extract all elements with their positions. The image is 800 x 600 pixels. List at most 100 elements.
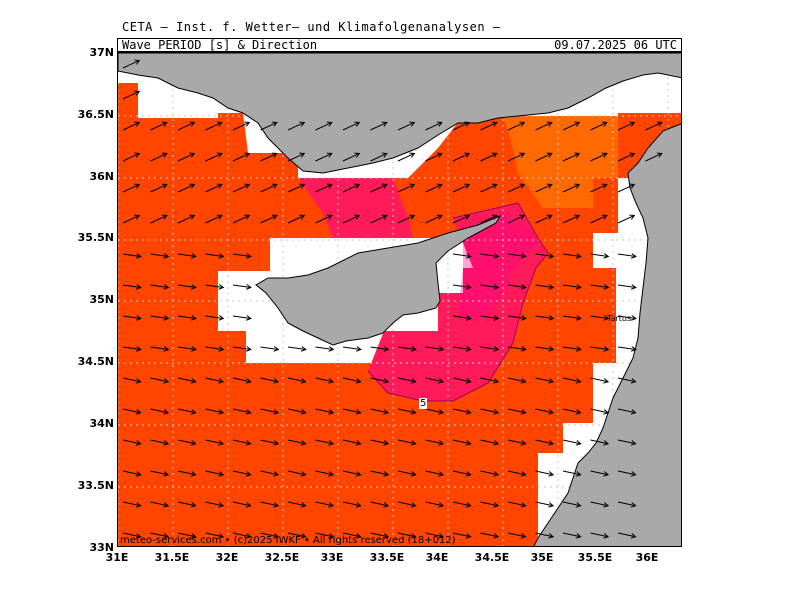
- direction-arrow: [150, 284, 170, 290]
- direction-arrow: [480, 152, 498, 162]
- direction-arrow: [397, 532, 417, 539]
- direction-arrow: [205, 408, 225, 415]
- direction-arrow: [370, 183, 388, 193]
- direction-arrow: [617, 501, 637, 508]
- direction-arrow: [177, 439, 197, 446]
- direction-arrow: [507, 532, 527, 539]
- direction-arrow: [150, 253, 170, 259]
- lon-label-31-5e: 31.5E: [154, 551, 190, 564]
- direction-arrow: [617, 439, 637, 446]
- direction-arrow: [287, 532, 307, 539]
- direction-arrow: [562, 377, 582, 384]
- direction-arrow: [507, 439, 527, 446]
- direction-arrow: [122, 377, 142, 384]
- direction-arrow: [535, 501, 555, 508]
- direction-arrow: [480, 532, 500, 539]
- direction-arrow: [617, 315, 637, 321]
- direction-arrow: [480, 253, 500, 259]
- direction-arrow: [177, 152, 196, 162]
- direction-arrow: [232, 377, 252, 384]
- direction-arrow: [562, 408, 582, 415]
- direction-arrow: [315, 408, 335, 415]
- direction-arrow: [205, 253, 225, 259]
- city-label-tartus: Tartus: [607, 314, 632, 323]
- lat-label-34n: 34N: [89, 417, 114, 430]
- direction-arrows: [122, 59, 663, 539]
- direction-arrow: [232, 501, 252, 508]
- direction-arrow: [370, 439, 390, 446]
- direction-arrow: [150, 315, 170, 321]
- direction-arrow: [232, 121, 251, 131]
- direction-arrow: [617, 152, 636, 162]
- lon-label-33e: 33E: [320, 551, 344, 564]
- direction-arrow: [232, 183, 251, 193]
- direction-arrow: [122, 470, 142, 477]
- direction-arrow: [150, 121, 168, 131]
- direction-arrow: [397, 121, 416, 131]
- period-field-pink-north: [298, 178, 413, 238]
- direction-arrow: [232, 315, 252, 321]
- direction-arrow: [617, 470, 637, 477]
- direction-arrow: [205, 470, 225, 477]
- direction-arrow: [535, 214, 553, 224]
- direction-arrow: [315, 470, 335, 477]
- map-frame[interactable]: [117, 52, 682, 547]
- direction-arrow: [425, 183, 443, 193]
- direction-arrow: [177, 284, 197, 290]
- direction-arrow: [425, 152, 443, 162]
- direction-arrow: [315, 152, 333, 162]
- direction-arrow: [507, 346, 527, 352]
- direction-arrow: [260, 501, 280, 508]
- direction-arrow: [177, 121, 196, 131]
- direction-arrow: [315, 346, 335, 352]
- direction-arrow: [232, 152, 251, 162]
- direction-arrow: [205, 315, 225, 321]
- lat-label-36n: 36N: [89, 170, 114, 183]
- direction-arrow: [452, 253, 472, 259]
- direction-arrow: [480, 470, 500, 477]
- direction-arrow: [562, 346, 582, 352]
- valid-time: 09.07.2025 06 UTC: [554, 38, 677, 52]
- direction-arrow: [315, 439, 335, 446]
- direction-arrow: [617, 284, 637, 290]
- direction-arrow: [590, 214, 608, 224]
- direction-arrow: [590, 439, 610, 446]
- direction-arrow: [177, 470, 197, 477]
- direction-arrow: [315, 377, 335, 384]
- direction-arrow: [562, 439, 582, 446]
- direction-arrow: [150, 152, 168, 162]
- direction-arrow: [397, 346, 417, 352]
- direction-arrow: [260, 152, 278, 162]
- direction-arrow: [150, 214, 168, 224]
- direction-arrow: [397, 152, 416, 162]
- contour-value-label: 5: [419, 398, 428, 409]
- direction-arrow: [480, 214, 498, 224]
- direction-arrow: [232, 470, 252, 477]
- direction-arrow: [535, 470, 555, 477]
- direction-arrow: [342, 121, 361, 131]
- direction-arrow: [150, 183, 168, 193]
- direction-arrow: [507, 315, 527, 321]
- lat-label-35n: 35N: [89, 293, 114, 306]
- direction-arrow: [370, 501, 390, 508]
- direction-arrow: [425, 439, 445, 446]
- direction-arrow: [205, 377, 225, 384]
- direction-arrow: [480, 121, 498, 131]
- direction-arrow: [480, 501, 500, 508]
- direction-arrow: [562, 532, 582, 539]
- lat-label-35-5n: 35.5N: [77, 231, 114, 244]
- direction-arrow: [177, 532, 197, 539]
- direction-arrow: [617, 183, 636, 193]
- direction-arrow: [370, 532, 390, 539]
- direction-arrow: [452, 183, 471, 193]
- lon-label-35-5e: 35.5E: [577, 551, 613, 564]
- direction-arrow: [315, 183, 333, 193]
- direction-arrow: [342, 152, 361, 162]
- direction-arrow: [287, 152, 306, 162]
- direction-arrow: [370, 377, 390, 384]
- direction-arrow: [177, 408, 197, 415]
- direction-arrow: [232, 439, 252, 446]
- direction-arrow: [370, 121, 388, 131]
- direction-arrow: [260, 377, 280, 384]
- direction-arrow: [452, 214, 471, 224]
